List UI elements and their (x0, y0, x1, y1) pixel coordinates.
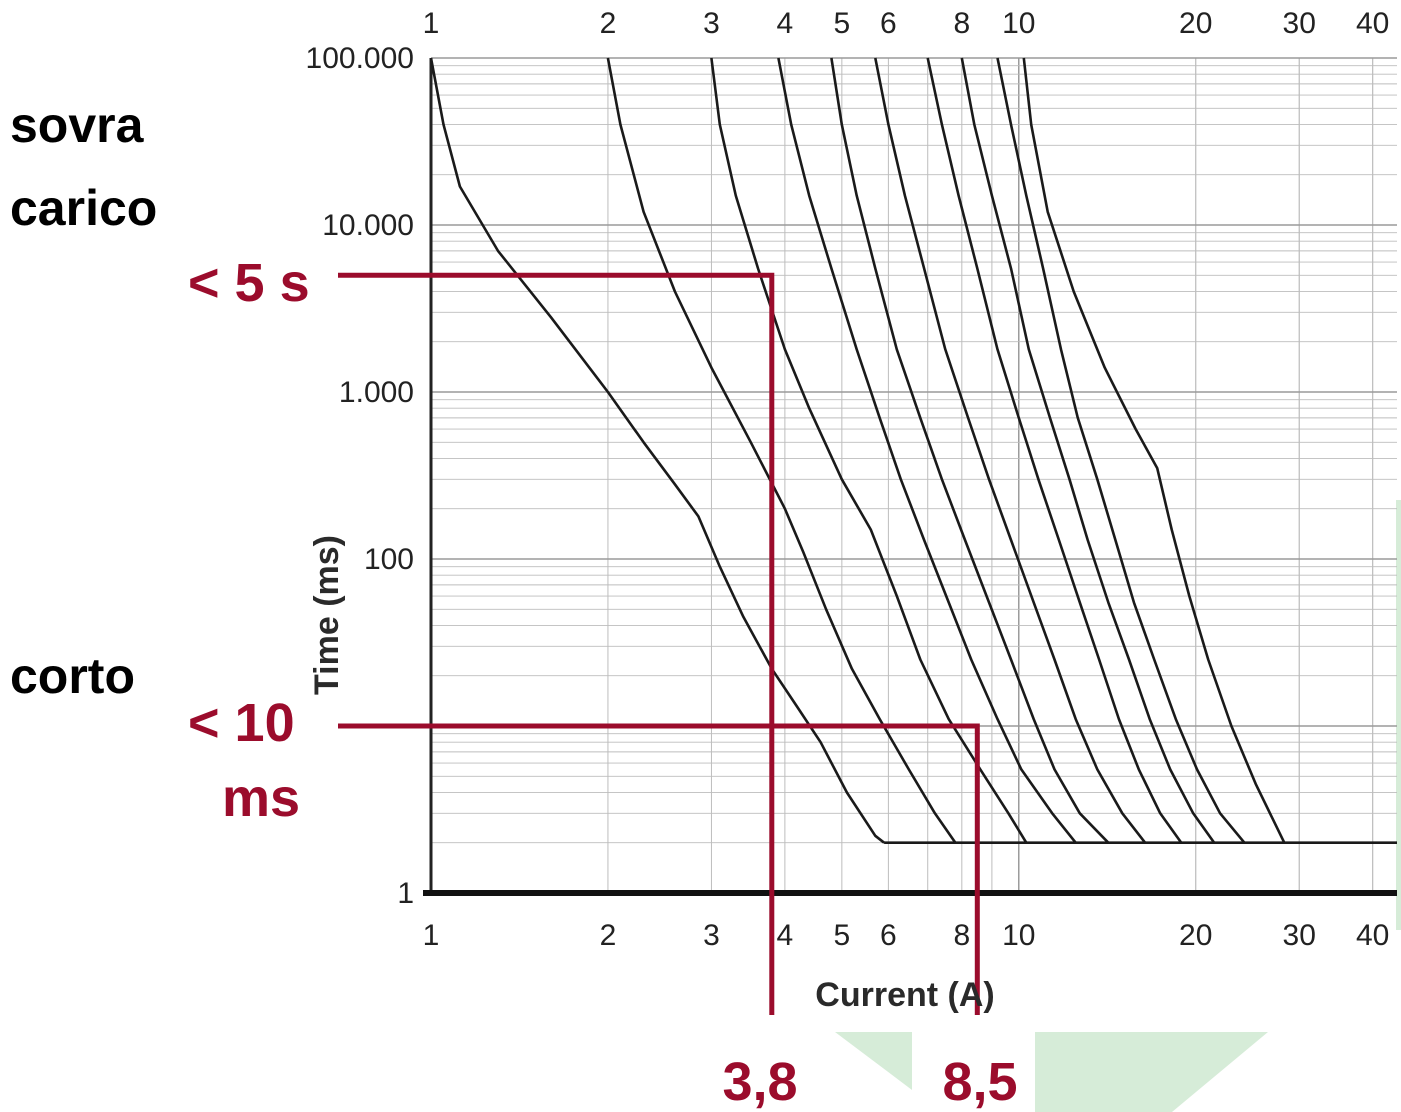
y-axis-title: Time (ms) (308, 535, 346, 695)
x-tick-label-top: 10 (1002, 7, 1035, 40)
x-axis-title: Current (A) (815, 976, 994, 1014)
short-circuit-annotation-line (338, 726, 977, 1015)
y-tick-labels: 1 100 1.000 10.000 100.000 (306, 42, 414, 910)
short-time-label-line1: < 10 (188, 693, 295, 753)
short-time-label-line2: ms (222, 768, 300, 828)
y-tick-label: 1 (397, 877, 414, 910)
x-tick-label-top: 6 (880, 7, 897, 40)
overload-current-label: 3,8 (722, 1052, 797, 1112)
x-tick-label-top: 4 (777, 7, 794, 40)
y-tick-label: 10.000 (322, 209, 414, 242)
x-tick-label-bottom: 4 (777, 919, 794, 952)
x-tick-label-top: 20 (1179, 7, 1212, 40)
overload-label-line2: carico (10, 180, 157, 236)
short-circuit-label: corto (10, 648, 135, 704)
short-current-label: 8,5 (942, 1052, 1017, 1112)
y-tick-label: 1.000 (339, 376, 414, 409)
overload-label-line1: sovra (10, 97, 145, 153)
x-tick-label-bottom: 40 (1356, 919, 1389, 952)
x-tick-label-bottom: 20 (1179, 919, 1212, 952)
x-tick-label-top: 30 (1283, 7, 1316, 40)
x-tick-label-top: 5 (834, 7, 851, 40)
x-tick-label-top: 3 (703, 7, 720, 40)
x-tick-label-bottom: 8 (953, 919, 970, 952)
plot-grid (431, 58, 1397, 893)
x-tick-labels-bottom: 1 2 3 4 5 6 8 10 20 30 40 (423, 919, 1390, 952)
decor-trapezoid (1035, 1032, 1268, 1112)
overload-time-label: < 5 s (188, 253, 310, 313)
plot-axes (423, 58, 1397, 893)
x-tick-label-top: 1 (423, 7, 440, 40)
x-tick-labels-top: 1 2 3 4 5 6 8 10 20 30 40 (423, 7, 1390, 40)
decor-strip (1396, 500, 1401, 930)
x-tick-label-bottom: 10 (1002, 919, 1035, 952)
trip-curve-line (1024, 58, 1285, 843)
x-tick-label-bottom: 5 (834, 919, 851, 952)
annotation-lines (338, 275, 977, 1015)
x-tick-label-bottom: 3 (703, 919, 720, 952)
decor-triangle (835, 1032, 912, 1090)
x-tick-label-bottom: 2 (600, 919, 617, 952)
y-tick-label: 100.000 (306, 42, 414, 75)
x-tick-label-bottom: 6 (880, 919, 897, 952)
y-tick-label: 100 (364, 543, 414, 576)
x-tick-label-bottom: 1 (423, 919, 440, 952)
x-tick-label-top: 2 (600, 7, 617, 40)
x-tick-label-top: 40 (1356, 7, 1389, 40)
x-tick-label-top: 8 (953, 7, 970, 40)
x-tick-label-bottom: 30 (1283, 919, 1316, 952)
